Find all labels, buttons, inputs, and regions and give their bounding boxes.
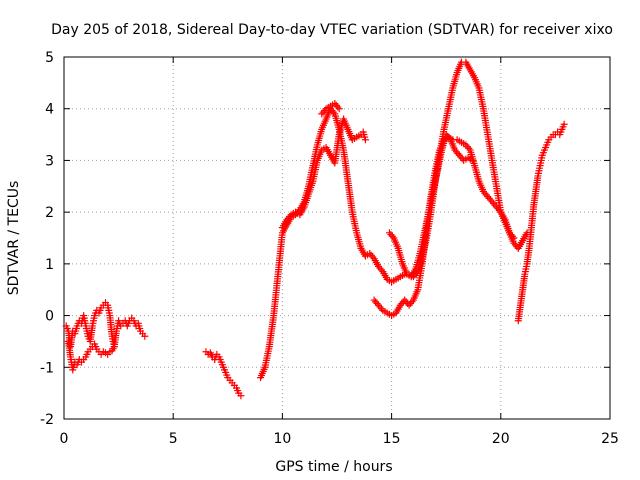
data-point [468,156,476,164]
y-axis-label: SDTVAR / TECUs [6,181,22,296]
x-tick-label: 0 [60,431,69,447]
data-point [110,343,118,351]
series-segment-8 [385,131,476,281]
data-point [560,120,568,128]
data-point [361,136,369,144]
data-point [335,105,343,113]
series-segment-5 [278,115,369,232]
data-point [388,232,396,240]
series-segment-7 [370,133,518,320]
y-tick-label: 5 [45,50,54,66]
data-point [495,206,503,214]
data-point [237,392,245,400]
series-segment-4 [257,58,531,382]
axis-ticks [63,56,611,420]
data-point [369,253,377,261]
series-segment-2 [64,337,118,374]
data-point [508,232,516,240]
data-points [62,58,568,400]
data-point [286,212,294,220]
y-tick-label: 4 [45,102,54,118]
y-tick-label: 3 [45,153,54,169]
x-tick-label: 15 [383,431,401,447]
chart-title: Day 205 of 2018, Sidereal Day-to-day VTE… [51,22,613,38]
data-point [334,103,342,111]
x-tick-labels: 0 5 10 15 20 25 [60,431,619,447]
plot-frame [63,56,611,420]
data-point [141,332,149,340]
y-tick-label: -2 [40,412,54,428]
data-point [465,144,473,152]
series-segment-1 [62,299,149,351]
data-point [510,234,518,242]
series-segment-9 [514,120,568,325]
y-tick-label: 1 [45,257,54,273]
data-point [377,305,385,313]
y-tick-label: 0 [45,309,54,325]
data-point [329,108,337,116]
x-axis-label: GPS time / hours [275,459,392,475]
series-segment-3 [202,348,245,400]
y-tick-labels: -2 -1 0 1 2 3 4 5 [40,50,54,428]
data-point [408,298,416,306]
x-tick-label: 5 [169,431,178,447]
x-tick-label: 10 [273,431,291,447]
data-point [321,106,329,114]
x-tick-label: 25 [601,431,619,447]
x-tick-label: 20 [492,431,510,447]
data-point [377,266,385,274]
y-tick-label: -1 [40,360,54,376]
series-segment-6 [318,100,343,118]
data-point [445,134,453,142]
y-tick-label: 2 [45,205,54,221]
